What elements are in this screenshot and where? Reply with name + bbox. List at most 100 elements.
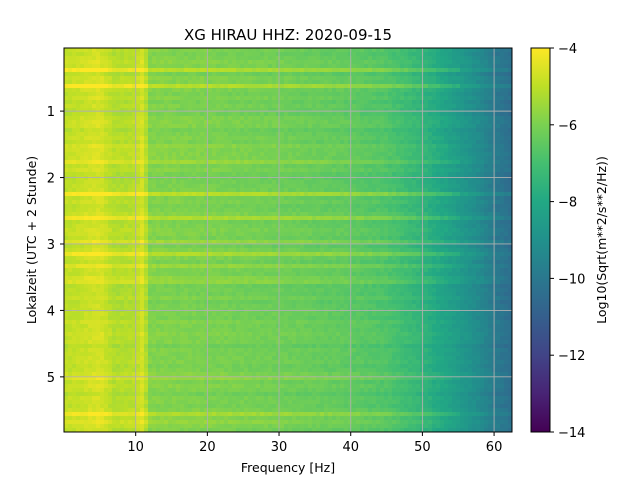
heatmap-cell xyxy=(276,104,281,109)
heatmap-cell xyxy=(252,124,257,129)
heatmap-cell xyxy=(372,88,377,93)
heatmap-cell xyxy=(436,100,441,105)
heatmap-cell xyxy=(416,76,421,81)
heatmap-cell xyxy=(88,180,93,185)
heatmap-cell xyxy=(264,208,269,213)
heatmap-cell xyxy=(344,152,349,157)
heatmap-cell xyxy=(424,92,429,97)
heatmap-cell xyxy=(460,156,465,161)
heatmap-cell xyxy=(72,176,77,181)
heatmap-cell xyxy=(436,96,441,101)
heatmap-cell xyxy=(332,184,337,189)
heatmap-cell xyxy=(472,56,477,61)
heatmap-cell xyxy=(440,108,445,113)
heatmap-cell xyxy=(364,76,369,81)
heatmap-cell xyxy=(464,104,469,109)
heatmap-cell xyxy=(352,136,357,141)
heatmap-cell xyxy=(488,76,493,81)
heatmap-cell xyxy=(280,160,285,165)
heatmap-cell xyxy=(440,196,445,201)
heatmap-cell xyxy=(192,128,197,133)
heatmap-cell xyxy=(184,76,189,81)
heatmap-cell xyxy=(188,216,193,221)
heatmap-cell xyxy=(164,64,169,69)
heatmap-cell xyxy=(296,160,301,165)
heatmap-cell xyxy=(448,132,453,137)
heatmap-cell xyxy=(116,52,121,57)
heatmap-cell xyxy=(260,104,265,109)
heatmap-cell xyxy=(256,180,261,185)
heatmap-cell xyxy=(488,196,493,201)
heatmap-cell xyxy=(212,172,217,177)
heatmap-cell xyxy=(316,168,321,173)
heatmap-cell xyxy=(132,80,137,85)
heatmap-cell xyxy=(380,64,385,69)
heatmap-cell xyxy=(500,72,505,77)
heatmap-cell xyxy=(200,56,205,61)
heatmap-cell xyxy=(220,124,225,129)
heatmap-cell xyxy=(108,144,113,149)
heatmap-cell xyxy=(476,136,481,141)
heatmap-cell xyxy=(116,100,121,105)
heatmap-cell xyxy=(472,172,477,177)
heatmap-cell xyxy=(488,180,493,185)
heatmap-cell xyxy=(428,220,433,225)
heatmap-cell xyxy=(212,144,217,149)
heatmap-cell xyxy=(276,156,281,161)
heatmap-cell xyxy=(96,212,101,217)
heatmap-cell xyxy=(128,152,133,157)
heatmap-cell xyxy=(220,108,225,113)
heatmap-cell xyxy=(248,132,253,137)
heatmap-cell xyxy=(164,80,169,85)
heatmap-cell xyxy=(148,224,153,229)
heatmap-cell xyxy=(84,144,89,149)
heatmap-cell xyxy=(376,160,381,165)
heatmap-cell xyxy=(424,96,429,101)
heatmap-cell xyxy=(352,208,357,213)
heatmap-cell xyxy=(436,104,441,109)
heatmap-cell xyxy=(300,132,305,137)
heatmap-cell xyxy=(464,48,469,53)
heatmap-cell xyxy=(448,220,453,225)
heatmap-cell xyxy=(332,204,337,209)
heatmap-cell xyxy=(236,140,241,145)
heatmap-cell xyxy=(64,216,69,221)
heatmap-cell xyxy=(432,124,437,129)
heatmap-cell xyxy=(348,68,353,73)
heatmap-cell xyxy=(204,224,209,229)
heatmap-cell xyxy=(488,104,493,109)
heatmap-cell xyxy=(80,204,85,209)
heatmap-cell xyxy=(256,116,261,121)
heatmap-cell xyxy=(292,104,297,109)
heatmap-cell xyxy=(444,88,449,93)
heatmap-cell xyxy=(140,144,145,149)
heatmap-cell xyxy=(364,136,369,141)
heatmap-cell xyxy=(116,216,121,221)
heatmap-cell xyxy=(356,176,361,181)
heatmap-cell xyxy=(164,96,169,101)
heatmap-cell xyxy=(476,112,481,117)
heatmap-cell xyxy=(196,124,201,129)
heatmap-cell xyxy=(160,124,165,129)
heatmap-cell xyxy=(296,124,301,129)
heatmap-cell xyxy=(236,76,241,81)
heatmap-cell xyxy=(376,56,381,61)
heatmap-cell xyxy=(488,216,493,221)
heatmap-cell xyxy=(276,176,281,181)
heatmap-cell xyxy=(352,76,357,81)
heatmap-cell xyxy=(160,80,165,85)
heatmap-cell xyxy=(388,196,393,201)
heatmap-cell xyxy=(404,88,409,93)
heatmap-cell xyxy=(112,112,117,117)
heatmap-cell xyxy=(408,216,413,221)
heatmap-cell xyxy=(500,184,505,189)
heatmap-cell xyxy=(428,196,433,201)
heatmap-cell xyxy=(356,92,361,97)
heatmap-cell xyxy=(72,72,77,77)
heatmap-cell xyxy=(384,144,389,149)
heatmap-cell xyxy=(308,92,313,97)
heatmap-cell xyxy=(364,156,369,161)
heatmap-cell xyxy=(392,120,397,125)
heatmap-cell xyxy=(408,48,413,53)
heatmap-cell xyxy=(316,192,321,197)
